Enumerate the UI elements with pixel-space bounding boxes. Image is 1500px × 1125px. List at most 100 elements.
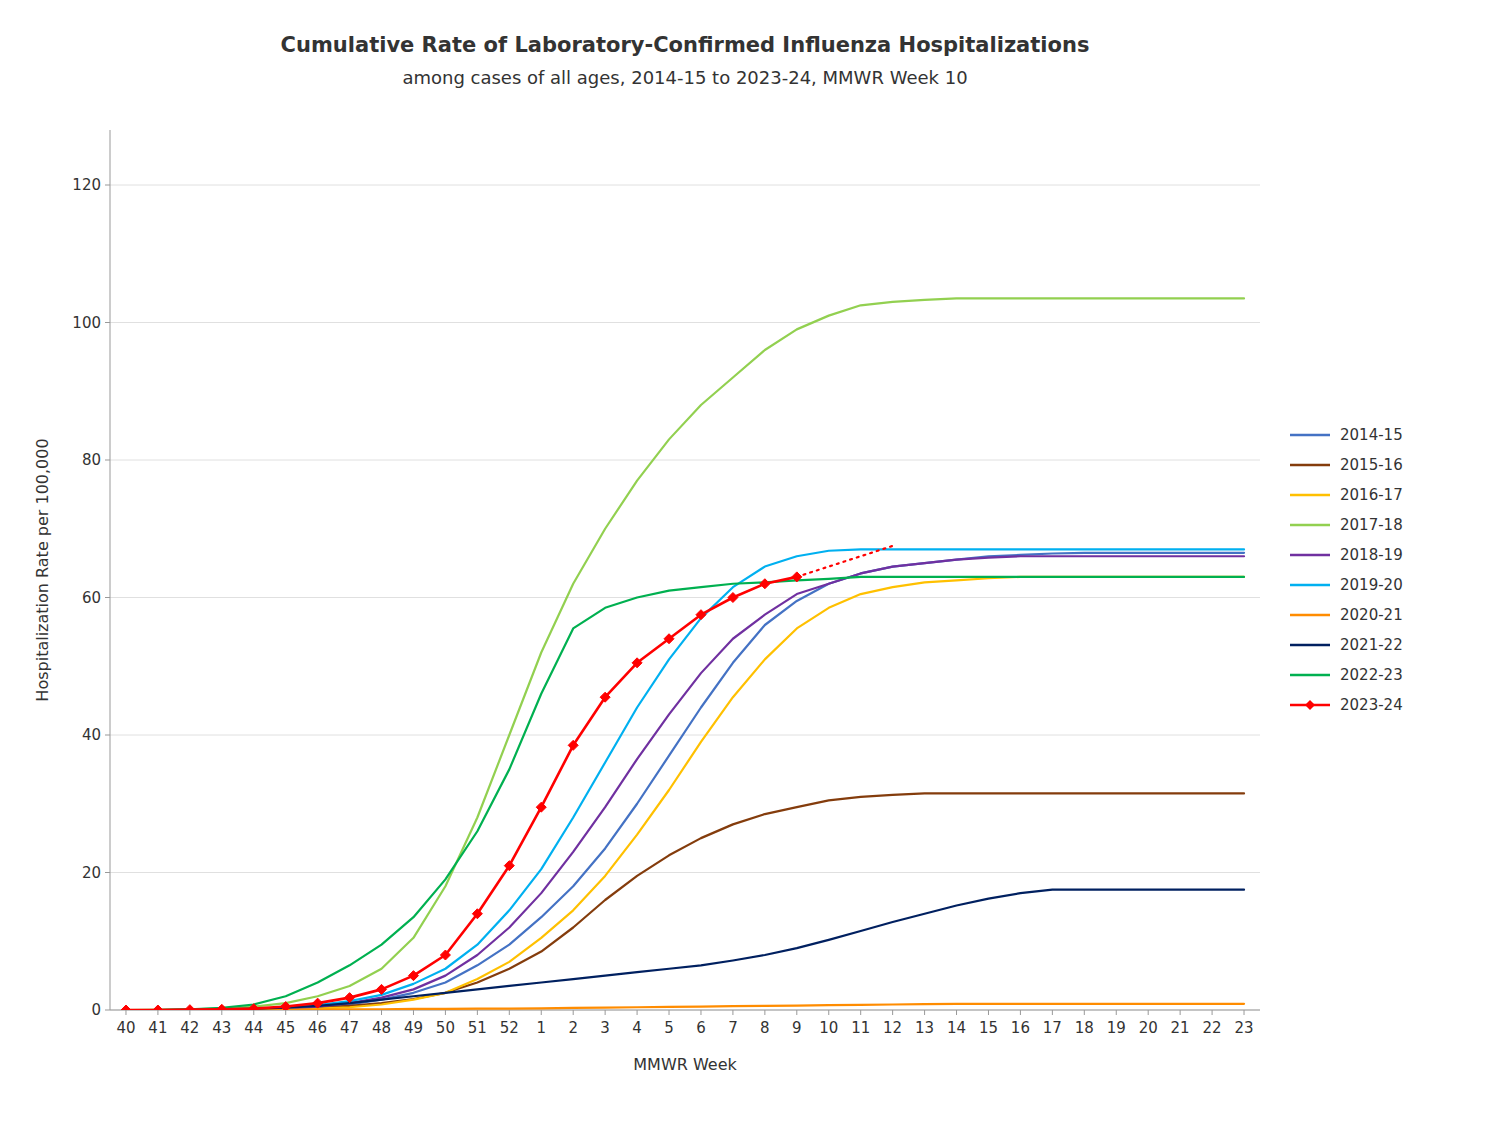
series-marker: [760, 579, 770, 589]
x-tick-label: 50: [436, 1019, 455, 1037]
y-axis-label: Hospitalization Rate per 100,000: [33, 438, 52, 701]
y-tick: [105, 185, 110, 186]
x-tick: [764, 1010, 765, 1015]
x-tick-label: 22: [1203, 1019, 1222, 1037]
legend-label: 2015-16: [1340, 456, 1403, 474]
x-tick-label: 11: [851, 1019, 870, 1037]
x-tick: [253, 1010, 254, 1015]
x-tick: [189, 1010, 190, 1015]
x-tick: [1148, 1010, 1149, 1015]
series-group: [121, 298, 1244, 1010]
x-tick: [860, 1010, 861, 1015]
x-tick-label: 12: [883, 1019, 902, 1037]
legend-label: 2021-22: [1340, 636, 1403, 654]
x-tick-label: 40: [116, 1019, 135, 1037]
x-tick-label: 23: [1234, 1019, 1253, 1037]
x-tick-label: 9: [792, 1019, 802, 1037]
x-tick: [157, 1010, 158, 1015]
grid-line: [110, 460, 1260, 461]
x-tick: [445, 1010, 446, 1015]
x-tick: [1020, 1010, 1021, 1015]
x-tick-label: 49: [404, 1019, 423, 1037]
x-axis-label: MMWR Week: [633, 1055, 737, 1074]
series-line: [126, 556, 1244, 1010]
legend-label: 2016-17: [1340, 486, 1403, 504]
x-tick-label: 46: [308, 1019, 327, 1037]
x-tick-label: 52: [500, 1019, 519, 1037]
x-tick: [509, 1010, 510, 1015]
y-tick: [105, 735, 110, 736]
x-tick-label: 3: [600, 1019, 610, 1037]
x-tick: [573, 1010, 574, 1015]
x-tick-label: 45: [276, 1019, 295, 1037]
series-marker: [185, 1005, 195, 1010]
y-tick-label: 40: [82, 726, 101, 744]
series-marker: [249, 1004, 259, 1010]
x-tick-label: 44: [244, 1019, 263, 1037]
x-tick: [892, 1010, 893, 1015]
series-line: [126, 553, 1244, 1010]
axes: 0204060801001204041424344454647484950515…: [33, 130, 1260, 1074]
subtitle: among cases of all ages, 2014-15 to 2023…: [402, 67, 967, 88]
x-tick-label: 10: [819, 1019, 838, 1037]
x-tick: [1180, 1010, 1181, 1015]
x-tick-label: 1: [536, 1019, 546, 1037]
y-tick: [105, 322, 110, 323]
x-tick-label: 7: [728, 1019, 738, 1037]
y-tick-label: 120: [72, 176, 101, 194]
series-line: [126, 793, 1244, 1010]
grid-line: [110, 872, 1260, 873]
x-tick-label: 8: [760, 1019, 770, 1037]
legend-label: 2017-18: [1340, 516, 1403, 534]
x-tick-label: 47: [340, 1019, 359, 1037]
series-line: [126, 577, 1244, 1010]
series-line: [126, 577, 797, 1010]
legend-swatch: [1290, 614, 1330, 617]
title: Cumulative Rate of Laboratory-Confirmed …: [281, 33, 1090, 57]
x-tick-label: 4: [632, 1019, 642, 1037]
legend-swatch: [1290, 644, 1330, 647]
x-tick: [413, 1010, 414, 1015]
y-tick-label: 20: [82, 864, 101, 882]
legend-swatch: [1290, 434, 1330, 437]
y-tick: [105, 1010, 110, 1011]
x-tick: [1244, 1010, 1245, 1015]
grid-line: [110, 185, 1260, 186]
series-marker: [440, 950, 450, 960]
series-marker: [217, 1004, 227, 1010]
x-tick: [700, 1010, 701, 1015]
series-marker: [728, 593, 738, 603]
x-tick-label: 48: [372, 1019, 391, 1037]
series-marker: [504, 861, 514, 871]
x-tick: [317, 1010, 318, 1015]
legend: 2014-152015-162016-172017-182018-192019-…: [1290, 426, 1403, 714]
x-tick: [285, 1010, 286, 1015]
chart: Cumulative Rate of Laboratory-Confirmed …: [0, 0, 1500, 1125]
legend-label: 2014-15: [1340, 426, 1403, 444]
series-marker: [313, 998, 323, 1008]
x-tick: [828, 1010, 829, 1015]
x-tick: [1084, 1010, 1085, 1015]
x-tick: [732, 1010, 733, 1015]
x-tick: [541, 1010, 542, 1015]
x-tick-label: 20: [1139, 1019, 1158, 1037]
legend-swatch: [1290, 584, 1330, 587]
grid-line: [110, 322, 1260, 323]
legend-swatch: [1290, 524, 1330, 527]
legend-label: 2023-24: [1340, 696, 1403, 714]
legend-marker: [1305, 700, 1315, 710]
x-tick-label: 41: [148, 1019, 167, 1037]
legend-label: 2018-19: [1340, 546, 1403, 564]
series-line: [126, 298, 1244, 1010]
series-marker: [153, 1005, 163, 1010]
x-tick: [349, 1010, 350, 1015]
series-line: [126, 549, 1244, 1010]
series-marker: [536, 802, 546, 812]
x-tick: [477, 1010, 478, 1015]
x-tick: [125, 1010, 126, 1015]
x-tick-label: 5: [664, 1019, 674, 1037]
x-tick: [381, 1010, 382, 1015]
x-tick: [1052, 1010, 1053, 1015]
legend-label: 2020-21: [1340, 606, 1403, 624]
y-tick-label: 0: [91, 1001, 101, 1019]
